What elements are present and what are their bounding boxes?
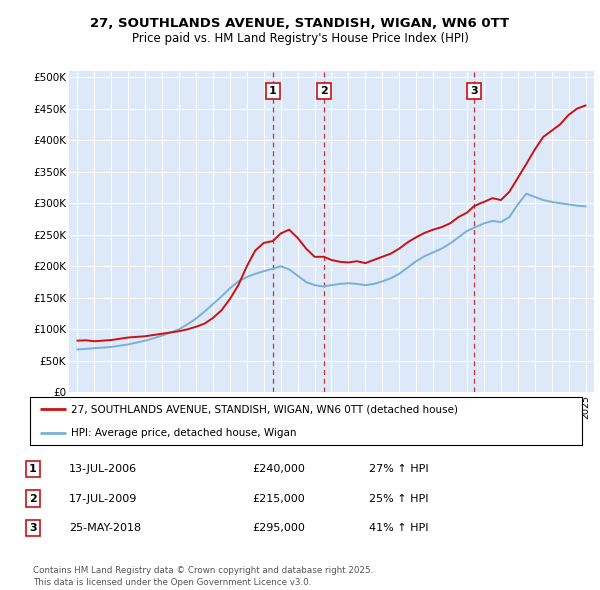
Text: 2: 2 (29, 494, 37, 503)
Text: 13-JUL-2006: 13-JUL-2006 (69, 464, 137, 474)
Text: 27, SOUTHLANDS AVENUE, STANDISH, WIGAN, WN6 0TT: 27, SOUTHLANDS AVENUE, STANDISH, WIGAN, … (91, 17, 509, 30)
Text: 1: 1 (269, 86, 277, 96)
Text: 25% ↑ HPI: 25% ↑ HPI (369, 494, 428, 503)
Text: Contains HM Land Registry data © Crown copyright and database right 2025.
This d: Contains HM Land Registry data © Crown c… (33, 566, 373, 587)
Text: Price paid vs. HM Land Registry's House Price Index (HPI): Price paid vs. HM Land Registry's House … (131, 32, 469, 45)
Text: 25-MAY-2018: 25-MAY-2018 (69, 523, 141, 533)
Text: £215,000: £215,000 (252, 494, 305, 503)
Text: 2: 2 (320, 86, 328, 96)
Text: 3: 3 (470, 86, 478, 96)
Text: 3: 3 (29, 523, 37, 533)
Text: 27% ↑ HPI: 27% ↑ HPI (369, 464, 428, 474)
Text: 17-JUL-2009: 17-JUL-2009 (69, 494, 137, 503)
Text: £240,000: £240,000 (252, 464, 305, 474)
Text: £295,000: £295,000 (252, 523, 305, 533)
Text: 27, SOUTHLANDS AVENUE, STANDISH, WIGAN, WN6 0TT (detached house): 27, SOUTHLANDS AVENUE, STANDISH, WIGAN, … (71, 404, 458, 414)
Text: HPI: Average price, detached house, Wigan: HPI: Average price, detached house, Wiga… (71, 428, 297, 438)
Text: 41% ↑ HPI: 41% ↑ HPI (369, 523, 428, 533)
Text: 1: 1 (29, 464, 37, 474)
